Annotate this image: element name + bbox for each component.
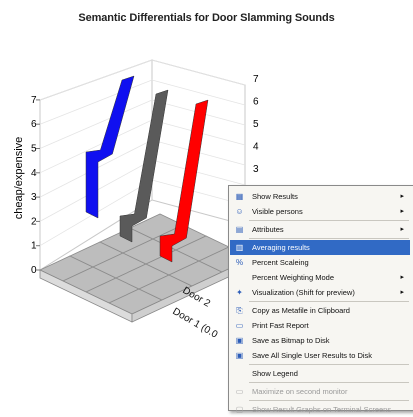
gridline: [39, 99, 246, 149]
menu-item-label: Averaging results: [252, 243, 310, 252]
right-tick-label: 4: [253, 142, 259, 153]
menu-separator: [249, 238, 409, 239]
copy-icon: ⎘: [236, 306, 243, 315]
averaging-icon: ▥: [235, 243, 244, 252]
z-tick-label: 3: [31, 192, 37, 203]
menu-separator: [249, 382, 409, 383]
menu-item[interactable]: ▤ Attributes ▸: [230, 222, 410, 237]
submenu-arrow-icon: ▸: [400, 208, 404, 215]
series-ribbon: [159, 99, 209, 263]
z-axis-ticks: 0 1 2 3 4 5 6 7: [31, 95, 40, 276]
menu-item-label: Save as Bitmap to Disk: [252, 336, 330, 345]
chart-title: Semantic Differentials for Door Slamming…: [78, 12, 335, 24]
y-axis-label: cheap/expensive: [13, 137, 25, 220]
right-tick-label: 5: [253, 119, 259, 130]
menu-item-label: Percent Scaleing: [252, 258, 309, 267]
terminal-icon: ▢: [235, 405, 244, 414]
series-ribbon: [119, 89, 169, 243]
gridline: [39, 59, 246, 101]
series-group: [85, 75, 209, 263]
menu-item[interactable]: ▢ Show Result Graphs on Terminal Screens: [230, 402, 410, 417]
menu-item[interactable]: ⎘ Copy as Metafile in Clipboard: [230, 303, 410, 318]
menu-item-label: Visible persons: [252, 207, 303, 216]
menu-item-label: Print Fast Report: [252, 321, 309, 330]
menu-item[interactable]: ▭ Maximize on second monitor: [230, 384, 410, 399]
gridline: [39, 79, 246, 125]
menu-separator: [249, 220, 409, 221]
menu-item[interactable]: ▭ Print Fast Report: [230, 318, 410, 333]
percent-icon: %: [235, 258, 244, 267]
menu-item[interactable]: ▦ Show Results ▸: [230, 189, 410, 204]
save-all-icon: ▣: [235, 351, 244, 360]
z-tick-label: 0: [31, 265, 37, 276]
submenu-arrow-icon: ▸: [400, 226, 404, 233]
menu-item[interactable]: Percent Weighting Mode ▸: [230, 270, 410, 285]
results-icon: ▦: [235, 192, 244, 201]
visualization-icon: ✦: [236, 288, 243, 297]
menu-item-label: Visualization (Shift for preview): [252, 288, 355, 297]
right-tick-label: 3: [253, 164, 259, 175]
monitor-icon: ▭: [235, 387, 244, 396]
menu-item[interactable]: ✦ Visualization (Shift for preview) ▸: [230, 285, 410, 300]
menu-separator: [249, 400, 409, 401]
menu-item[interactable]: ☺ Visible persons ▸: [230, 204, 410, 219]
menu-item-label: Show Results: [252, 192, 298, 201]
right-tick-label: 7: [253, 74, 259, 85]
depth-label-door1: Door 1 (0.0: [171, 306, 220, 341]
submenu-arrow-icon: ▸: [400, 289, 404, 296]
menu-item[interactable]: ▣ Save All Single User Results to Disk: [230, 348, 410, 363]
right-axis-ticks: 3 4 5 6 7: [253, 74, 259, 175]
z-tick-label: 4: [31, 168, 37, 179]
menu-separator: [249, 301, 409, 302]
menu-item-label: Maximize on second monitor: [252, 387, 348, 396]
right-tick-label: 6: [253, 97, 259, 108]
series-ribbon: [85, 75, 135, 219]
z-tick-label: 2: [31, 216, 37, 227]
menu-item-label: Show Result Graphs on Terminal Screens: [252, 405, 392, 414]
z-tick-label: 7: [31, 95, 37, 106]
print-icon: ▭: [235, 321, 244, 330]
menu-item-label: Percent Weighting Mode: [252, 273, 334, 282]
z-tick-label: 6: [31, 119, 37, 130]
save-bitmap-icon: ▣: [235, 336, 244, 345]
menu-separator: [249, 364, 409, 365]
menu-item-label: Save All Single User Results to Disk: [252, 351, 373, 360]
menu-item-label: Copy as Metafile in Clipboard: [252, 306, 350, 315]
z-tick-label: 1: [31, 241, 37, 252]
menu-item-label: Show Legend: [252, 369, 298, 378]
menu-item[interactable]: Show Legend: [230, 366, 410, 381]
z-tick-label: 5: [31, 144, 37, 155]
persons-icon: ☺: [235, 207, 244, 216]
menu-item[interactable]: ▣ Save as Bitmap to Disk: [230, 333, 410, 348]
menu-item[interactable]: ▥ Averaging results: [230, 240, 410, 255]
menu-item[interactable]: % Percent Scaleing: [230, 255, 410, 270]
attributes-icon: ▤: [235, 225, 244, 234]
menu-item-label: Attributes: [252, 225, 284, 234]
context-menu[interactable]: ▦ Show Results ▸ ☺ Visible persons ▸ ▤ Attribut…: [228, 185, 413, 414]
submenu-arrow-icon: ▸: [400, 193, 404, 200]
submenu-arrow-icon: ▸: [400, 274, 404, 281]
